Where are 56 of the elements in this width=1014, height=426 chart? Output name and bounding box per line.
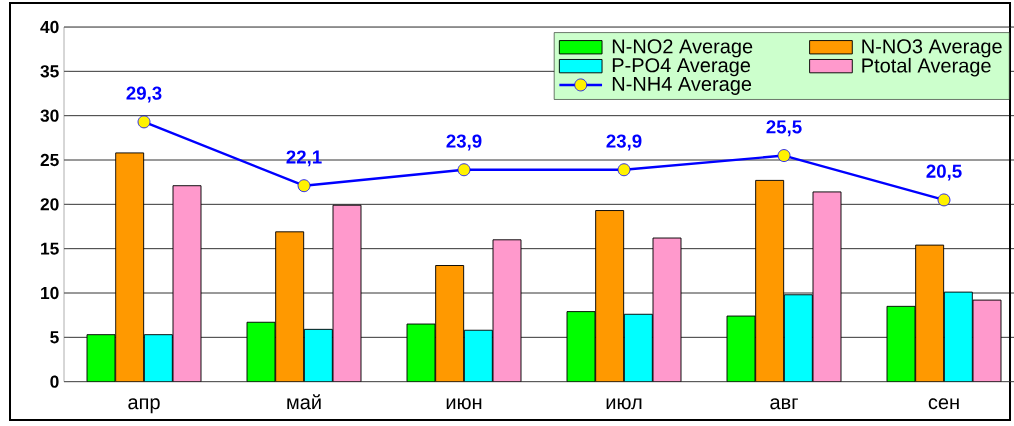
x-tick-label: апр <box>128 398 160 414</box>
legend-label: Ptotal Average <box>862 57 991 77</box>
point <box>297 179 311 193</box>
legend-label: N-NH4 Average <box>612 77 752 95</box>
y-tick-label: 20 <box>40 198 59 211</box>
bar <box>623 313 653 382</box>
point <box>137 115 151 129</box>
bar <box>595 210 625 382</box>
bar <box>246 321 276 382</box>
y-tick-label: 5 <box>50 331 59 344</box>
bar <box>172 185 202 382</box>
point <box>617 163 631 177</box>
bar <box>332 204 362 382</box>
data-label: 22,1 <box>286 150 322 167</box>
y-tick-label: 25 <box>40 153 59 167</box>
data-label: 23,9 <box>606 134 642 151</box>
y-tick-label: 30 <box>40 109 59 122</box>
bar <box>86 334 116 382</box>
x-tick-label: июл <box>606 398 642 410</box>
bar <box>783 294 813 382</box>
x-tick-label: сен <box>928 398 959 410</box>
data-label: 25,5 <box>766 120 802 137</box>
bar <box>566 311 596 382</box>
point <box>777 149 791 162</box>
data-label: 20,5 <box>926 164 962 181</box>
data-label: 23,9 <box>446 134 482 151</box>
bar <box>886 305 916 382</box>
bar <box>143 334 173 382</box>
bar <box>915 244 945 382</box>
bar <box>303 328 333 382</box>
legend-label: P-PO4 Average <box>612 58 751 77</box>
bar <box>726 315 756 382</box>
y-tick-label: 10 <box>41 286 59 300</box>
x-tick-label: май <box>287 394 321 410</box>
y-tick-label: 35 <box>40 65 59 78</box>
bar <box>812 191 842 382</box>
point <box>457 163 471 177</box>
y-tick-label: 40 <box>40 20 59 34</box>
bar <box>275 231 305 382</box>
bar <box>652 237 682 382</box>
bar <box>406 323 436 382</box>
bar <box>972 299 1002 382</box>
bar <box>435 265 465 382</box>
bar <box>492 239 522 382</box>
point <box>937 193 951 207</box>
y-tick-label: 0 <box>50 375 59 388</box>
data-label: 29,3 <box>126 86 162 103</box>
bar <box>755 179 785 382</box>
legend-label: N-NO2 Average <box>612 39 753 58</box>
bar <box>115 152 145 382</box>
x-tick-label: июн <box>446 398 482 410</box>
bar <box>463 329 493 382</box>
bar <box>943 291 973 382</box>
legend-label: N-NO3 Average <box>862 39 1002 58</box>
y-tick-label: 15 <box>41 242 59 255</box>
x-tick-label: авг <box>770 398 798 410</box>
